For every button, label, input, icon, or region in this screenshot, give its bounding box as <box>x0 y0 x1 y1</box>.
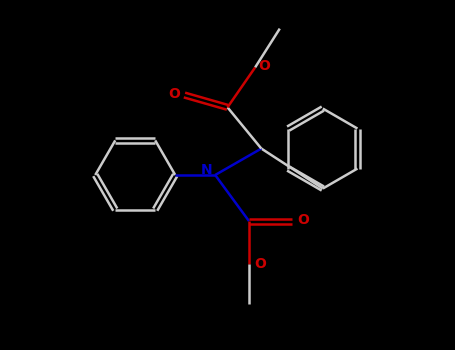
Text: N: N <box>201 163 212 177</box>
Text: O: O <box>258 59 270 73</box>
Text: O: O <box>169 87 181 101</box>
Text: O: O <box>254 257 266 271</box>
Text: O: O <box>297 213 309 227</box>
